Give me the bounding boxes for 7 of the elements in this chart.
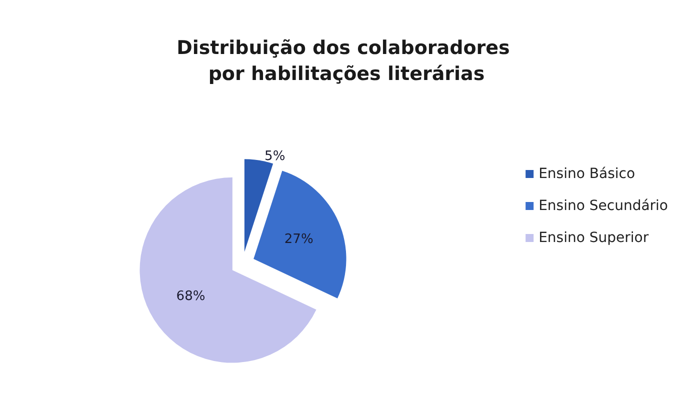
data-label: 5% [264,148,286,164]
legend-label: Ensino Superior [538,230,649,246]
chart-title: Distribuição dos colaboradores por habilitações literárias [176,37,516,85]
data-label: 27% [284,232,314,247]
legend-label: Ensino Básico [538,166,636,182]
legend-label: Ensino Secundário [538,198,668,214]
data-label: 68% [176,289,206,304]
